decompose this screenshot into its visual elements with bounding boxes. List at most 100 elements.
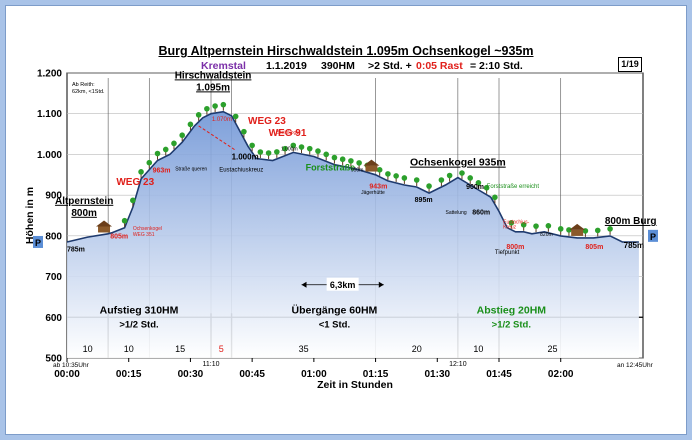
tree-icon <box>162 146 169 153</box>
summit-elevation: 800m <box>71 208 97 219</box>
segment-duration: >1/2 Std. <box>119 319 158 330</box>
summit-label: Altpernstein <box>55 196 113 207</box>
tree-icon <box>146 159 153 166</box>
x-tick-label: 01:00 <box>301 369 327 380</box>
tree-icon <box>438 177 445 183</box>
tree-icon <box>533 223 539 229</box>
tree-icon <box>121 217 128 224</box>
tree-icon <box>376 167 383 173</box>
summit-label: 800m Burg <box>605 216 657 227</box>
y-tick-label: 600 <box>45 313 62 324</box>
parking-icon <box>33 235 43 248</box>
annotation: 860m <box>472 209 490 216</box>
tree-icon <box>356 160 362 166</box>
tree-icon <box>331 154 338 161</box>
tree-icon <box>426 183 432 189</box>
interval-minutes: 15 <box>175 344 185 354</box>
tree-icon <box>475 180 482 186</box>
elevation-line <box>66 110 639 243</box>
annotation: Kreuz <box>503 225 517 231</box>
interval-minutes: 10 <box>83 344 93 354</box>
tree-icon <box>220 101 227 108</box>
x-tick-label: 00:15 <box>116 369 142 380</box>
tree-icon <box>492 194 498 201</box>
interval-minutes: 25 <box>547 344 557 354</box>
distance-label: 6,3km <box>330 280 356 290</box>
route-connector <box>198 125 236 151</box>
tree-icon <box>257 149 264 155</box>
annotation: WEG 23 <box>116 177 154 188</box>
tree-icon <box>154 150 161 157</box>
segment-duration: <1 Std. <box>319 319 350 330</box>
annotation: 1.070m <box>212 117 232 123</box>
chart-title: Burg Altpernstein Hirschwaldstein 1.095m… <box>158 44 534 58</box>
tree-icon <box>138 169 144 175</box>
interval-minutes: 20 <box>412 344 422 354</box>
annotation: 805m <box>585 244 603 251</box>
hut-roof-icon <box>569 223 586 230</box>
total-time-label: = 2:10 Std. <box>470 60 523 72</box>
walk-time-label: >2 Std. + <box>368 60 412 72</box>
y-tick-label: 700 <box>45 272 62 283</box>
x-tick-label: 00:45 <box>239 369 265 380</box>
hut-icon <box>571 229 584 236</box>
tree-icon <box>323 151 330 158</box>
y-tick-label: 900 <box>45 191 62 202</box>
tree-icon <box>282 145 288 152</box>
tree-icon <box>508 219 515 226</box>
tree-icon <box>187 121 194 128</box>
summit-elevation: 1.095m <box>196 82 230 93</box>
tree-icon <box>385 171 391 177</box>
tree-icon <box>130 197 136 204</box>
annotation: 900m <box>466 184 484 191</box>
tree-icon <box>306 145 313 152</box>
segment-label: Aufstieg 310HM <box>100 304 179 316</box>
tree-icon <box>232 113 239 120</box>
annotation: 785m <box>67 246 85 253</box>
chart-header: Burg Altpernstein Hirschwaldstein 1.095m… <box>0 44 692 58</box>
tree-icon <box>265 150 272 156</box>
hut-icon <box>98 226 111 233</box>
annotation: 785m <box>624 241 644 250</box>
time-mark: 11:10 <box>203 361 220 368</box>
tree-icon <box>249 142 255 149</box>
x-tick-label: 01:15 <box>363 369 389 380</box>
summit-label: Hirschwaldstein <box>175 70 252 81</box>
tree-icon <box>566 227 572 233</box>
annotation: Forststraße erreicht <box>487 184 540 190</box>
annotation: Forststraße <box>306 163 356 173</box>
tree-icon <box>195 112 202 118</box>
annotation: WEG 23 <box>248 116 286 127</box>
tree-icon <box>459 170 465 176</box>
annotation: Sattelung <box>446 210 467 216</box>
page-badge: 1/19 <box>618 57 642 72</box>
summit-label: Ochsenkogel 935m <box>410 157 506 169</box>
parking-icon <box>648 229 658 242</box>
tree-icon <box>339 156 346 163</box>
interval-minutes: 35 <box>299 344 309 354</box>
tree-icon <box>348 158 354 164</box>
annotation: Tiefpunkt <box>495 250 520 256</box>
hm-label: 390HM <box>321 60 355 72</box>
note-line: Ab Reith: <box>72 82 95 88</box>
x-axis-title: Zeit in Stunden <box>317 379 393 391</box>
end-time: an 12:45Uhr <box>617 362 654 369</box>
interval-minutes: 10 <box>124 344 134 354</box>
tree-icon <box>393 173 399 179</box>
tree-icon <box>607 226 613 232</box>
x-tick-label: 01:45 <box>486 369 512 380</box>
tree-icon <box>483 184 490 191</box>
annotation: Jägerhütte <box>361 190 385 196</box>
y-tick-label: 1.200 <box>37 69 62 80</box>
y-tick-label: 1.000 <box>37 150 62 161</box>
annotation: 1.000m <box>281 146 298 152</box>
annotation: 895m <box>415 197 433 204</box>
interval-minutes: 10 <box>473 344 483 354</box>
y-tick-label: 1.100 <box>37 109 62 120</box>
distance-label-bg <box>326 277 359 291</box>
y-tick-label: 800 <box>45 231 62 242</box>
parking-label: P <box>35 238 41 248</box>
annotation: Eustachiuskreuz <box>219 168 263 174</box>
time-mark: 12:10 <box>449 361 467 368</box>
